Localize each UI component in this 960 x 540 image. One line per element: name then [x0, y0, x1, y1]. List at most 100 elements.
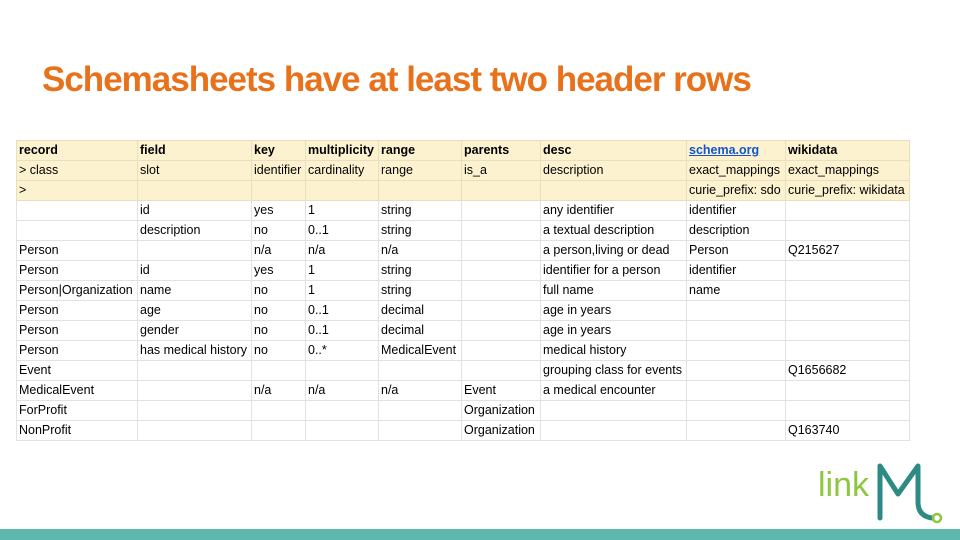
cell-schema-org[interactable]: name: [686, 280, 786, 301]
cell-schema-org[interactable]: [686, 360, 786, 381]
cell-parents[interactable]: Event: [461, 380, 541, 401]
cell-wikidata[interactable]: Q163740: [785, 420, 910, 441]
cell-desc[interactable]: full name: [540, 280, 687, 301]
cell-wikidata[interactable]: wikidata: [785, 140, 910, 161]
cell-field[interactable]: gender: [137, 320, 252, 341]
cell-schema-org[interactable]: schema.org: [686, 140, 786, 161]
cell-record[interactable]: Person: [16, 340, 138, 361]
cell-field[interactable]: [137, 180, 252, 201]
cell-key[interactable]: no: [251, 220, 306, 241]
cell-desc[interactable]: a medical encounter: [540, 380, 687, 401]
cell-parents[interactable]: [461, 320, 541, 341]
cell-desc[interactable]: [540, 180, 687, 201]
cell-range[interactable]: MedicalEvent: [378, 340, 462, 361]
cell-field[interactable]: field: [137, 140, 252, 161]
cell-range[interactable]: range: [378, 140, 462, 161]
cell-schema-org[interactable]: identifier: [686, 200, 786, 221]
cell-wikidata[interactable]: [785, 380, 910, 401]
cell-record[interactable]: >: [16, 180, 138, 201]
cell-schema-org[interactable]: description: [686, 220, 786, 241]
cell-range[interactable]: string: [378, 220, 462, 241]
cell-parents[interactable]: [461, 220, 541, 241]
cell-field[interactable]: age: [137, 300, 252, 321]
cell-field[interactable]: id: [137, 260, 252, 281]
cell-key[interactable]: identifier: [251, 160, 306, 181]
cell-range[interactable]: [378, 360, 462, 381]
cell-wikidata[interactable]: curie_prefix: wikidata: [785, 180, 910, 201]
cell-multiplicity[interactable]: 1: [305, 280, 379, 301]
cell-key[interactable]: n/a: [251, 240, 306, 261]
cell-key[interactable]: no: [251, 320, 306, 341]
cell-desc[interactable]: age in years: [540, 300, 687, 321]
cell-field[interactable]: description: [137, 220, 252, 241]
cell-parents[interactable]: [461, 280, 541, 301]
cell-parents[interactable]: Organization: [461, 420, 541, 441]
cell-desc[interactable]: identifier for a person: [540, 260, 687, 281]
cell-field[interactable]: id: [137, 200, 252, 221]
cell-schema-org[interactable]: Person: [686, 240, 786, 261]
cell-multiplicity[interactable]: 0..*: [305, 340, 379, 361]
cell-range[interactable]: [378, 420, 462, 441]
cell-wikidata[interactable]: [785, 220, 910, 241]
cell-range[interactable]: [378, 400, 462, 421]
cell-range[interactable]: n/a: [378, 380, 462, 401]
cell-record[interactable]: [16, 200, 138, 221]
cell-wikidata[interactable]: [785, 200, 910, 221]
cell-schema-org[interactable]: [686, 340, 786, 361]
cell-parents[interactable]: [461, 360, 541, 381]
cell-record[interactable]: > class: [16, 160, 138, 181]
cell-wikidata[interactable]: [785, 280, 910, 301]
cell-desc[interactable]: [540, 420, 687, 441]
cell-field[interactable]: name: [137, 280, 252, 301]
cell-record[interactable]: record: [16, 140, 138, 161]
cell-range[interactable]: decimal: [378, 300, 462, 321]
cell-key[interactable]: key: [251, 140, 306, 161]
cell-multiplicity[interactable]: multiplicity: [305, 140, 379, 161]
cell-field[interactable]: [137, 400, 252, 421]
cell-parents[interactable]: parents: [461, 140, 541, 161]
cell-record[interactable]: Person: [16, 260, 138, 281]
cell-range[interactable]: decimal: [378, 320, 462, 341]
cell-parents[interactable]: [461, 300, 541, 321]
cell-record[interactable]: [16, 220, 138, 241]
cell-multiplicity[interactable]: n/a: [305, 240, 379, 261]
cell-desc[interactable]: any identifier: [540, 200, 687, 221]
cell-field[interactable]: [137, 420, 252, 441]
cell-range[interactable]: string: [378, 260, 462, 281]
cell-schema-org[interactable]: [686, 400, 786, 421]
cell-range[interactable]: n/a: [378, 240, 462, 261]
cell-wikidata[interactable]: [785, 320, 910, 341]
cell-wikidata[interactable]: exact_mappings: [785, 160, 910, 181]
cell-desc[interactable]: medical history: [540, 340, 687, 361]
cell-range[interactable]: string: [378, 200, 462, 221]
cell-desc[interactable]: description: [540, 160, 687, 181]
cell-range[interactable]: range: [378, 160, 462, 181]
cell-wikidata[interactable]: Q1656682: [785, 360, 910, 381]
cell-schema-org[interactable]: [686, 320, 786, 341]
cell-wikidata[interactable]: [785, 400, 910, 421]
cell-multiplicity[interactable]: 0..1: [305, 320, 379, 341]
cell-key[interactable]: [251, 400, 306, 421]
cell-key[interactable]: [251, 180, 306, 201]
cell-field[interactable]: [137, 240, 252, 261]
cell-range[interactable]: string: [378, 280, 462, 301]
cell-parents[interactable]: [461, 260, 541, 281]
cell-multiplicity[interactable]: 1: [305, 200, 379, 221]
cell-key[interactable]: [251, 360, 306, 381]
cell-schema-org[interactable]: [686, 380, 786, 401]
cell-desc[interactable]: a person,living or dead: [540, 240, 687, 261]
cell-wikidata[interactable]: [785, 340, 910, 361]
cell-key[interactable]: yes: [251, 260, 306, 281]
cell-parents[interactable]: [461, 240, 541, 261]
cell-desc[interactable]: age in years: [540, 320, 687, 341]
cell-record[interactable]: ForProfit: [16, 400, 138, 421]
cell-key[interactable]: n/a: [251, 380, 306, 401]
cell-multiplicity[interactable]: [305, 180, 379, 201]
cell-parents[interactable]: is_a: [461, 160, 541, 181]
cell-desc[interactable]: a textual description: [540, 220, 687, 241]
cell-multiplicity[interactable]: [305, 360, 379, 381]
cell-field[interactable]: slot: [137, 160, 252, 181]
cell-parents[interactable]: [461, 200, 541, 221]
cell-multiplicity[interactable]: 0..1: [305, 220, 379, 241]
cell-key[interactable]: no: [251, 300, 306, 321]
